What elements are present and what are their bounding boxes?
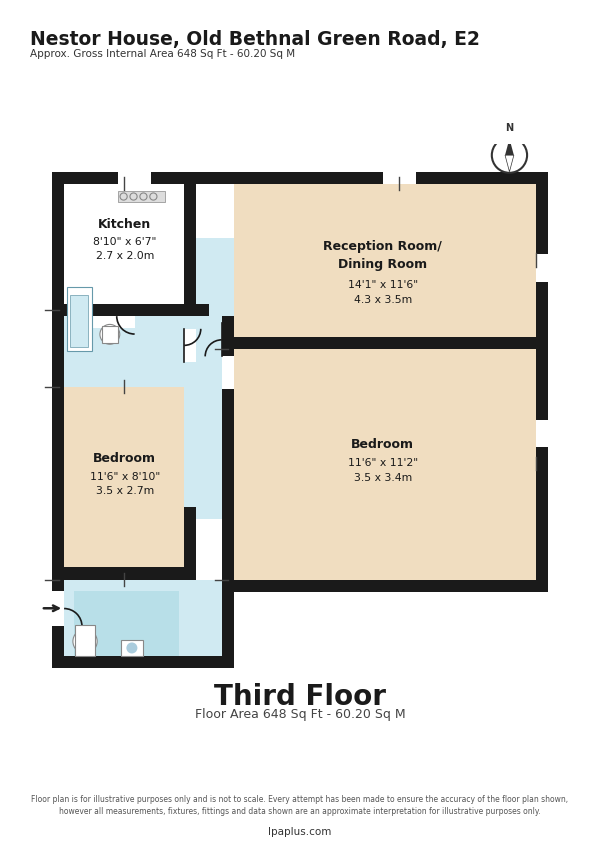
Bar bbox=[222, 356, 234, 389]
Bar bbox=[64, 580, 234, 668]
Bar bbox=[52, 567, 196, 580]
Text: Nestor House, Old Bethnal Green Road, E2: Nestor House, Old Bethnal Green Road, E2 bbox=[30, 30, 480, 48]
Bar bbox=[64, 304, 184, 387]
Bar bbox=[75, 625, 95, 656]
Text: Bedroom: Bedroom bbox=[351, 438, 414, 451]
Bar bbox=[74, 590, 179, 665]
Bar bbox=[118, 191, 165, 202]
Text: Dining Room: Dining Room bbox=[338, 258, 427, 271]
Bar bbox=[234, 349, 536, 580]
Text: Third Floor: Third Floor bbox=[214, 683, 386, 711]
Text: 14'1" x 11'6": 14'1" x 11'6" bbox=[347, 280, 418, 290]
Bar bbox=[52, 171, 64, 668]
Text: 3.5 x 3.4m: 3.5 x 3.4m bbox=[353, 472, 412, 483]
Text: 11'6" x 8'10": 11'6" x 8'10" bbox=[89, 471, 160, 482]
Bar bbox=[383, 171, 416, 184]
Text: 11'6" x 11'2": 11'6" x 11'2" bbox=[347, 458, 418, 468]
Text: Reception Room/: Reception Room/ bbox=[323, 240, 442, 253]
Bar bbox=[52, 656, 234, 668]
Text: Floor plan is for illustrative purposes only and is not to scale. Every attempt : Floor plan is for illustrative purposes … bbox=[31, 795, 569, 817]
Text: Bedroom: Bedroom bbox=[93, 452, 156, 465]
Text: 3.5 x 2.7m: 3.5 x 2.7m bbox=[95, 487, 154, 496]
Bar bbox=[222, 580, 234, 668]
Bar bbox=[222, 337, 548, 349]
Bar bbox=[101, 326, 118, 343]
Text: N: N bbox=[505, 123, 514, 132]
Circle shape bbox=[73, 629, 97, 654]
Bar bbox=[234, 337, 256, 376]
Text: Kitchen: Kitchen bbox=[98, 218, 151, 231]
Bar bbox=[234, 184, 536, 337]
Circle shape bbox=[100, 325, 120, 344]
Text: 8'10" x 6'7": 8'10" x 6'7" bbox=[93, 237, 157, 248]
Bar bbox=[184, 171, 196, 316]
Circle shape bbox=[127, 643, 137, 654]
Bar bbox=[184, 237, 234, 519]
Polygon shape bbox=[505, 155, 514, 171]
Bar bbox=[64, 387, 184, 580]
Bar bbox=[184, 329, 196, 362]
Text: 2.7 x 2.0m: 2.7 x 2.0m bbox=[95, 251, 154, 261]
Text: lpaplus.com: lpaplus.com bbox=[268, 827, 332, 837]
Bar bbox=[52, 304, 209, 316]
Bar bbox=[52, 590, 64, 627]
Bar bbox=[70, 294, 88, 347]
Bar bbox=[184, 507, 196, 580]
Bar bbox=[222, 580, 548, 592]
Polygon shape bbox=[505, 138, 514, 155]
Bar bbox=[536, 254, 548, 282]
Bar bbox=[121, 640, 143, 656]
Bar bbox=[118, 171, 151, 184]
Bar bbox=[80, 316, 134, 328]
Bar bbox=[222, 491, 234, 592]
Bar bbox=[222, 316, 234, 519]
Text: 4.3 x 3.5m: 4.3 x 3.5m bbox=[353, 294, 412, 304]
Text: Floor Area 648 Sq Ft - 60.20 Sq M: Floor Area 648 Sq Ft - 60.20 Sq M bbox=[194, 708, 406, 721]
Bar bbox=[67, 287, 92, 351]
Bar bbox=[536, 420, 548, 448]
Text: Approx. Gross Internal Area 648 Sq Ft - 60.20 Sq M: Approx. Gross Internal Area 648 Sq Ft - … bbox=[30, 49, 295, 59]
Bar bbox=[536, 171, 548, 580]
Bar bbox=[52, 171, 548, 184]
Bar bbox=[64, 184, 222, 304]
